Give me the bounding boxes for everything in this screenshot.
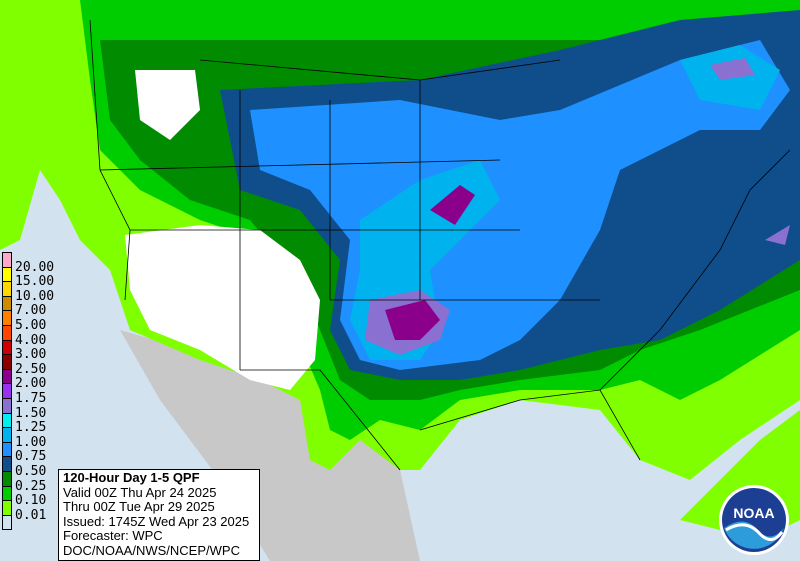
legend-swatch xyxy=(2,325,12,341)
legend-swatch xyxy=(2,310,12,326)
legend-label: 20.00 xyxy=(15,259,55,275)
legend-label: 0.50 xyxy=(15,464,47,479)
legend-swatch xyxy=(2,281,12,297)
legend-label: 2.00 xyxy=(15,376,47,392)
precip-2.00 xyxy=(385,300,440,340)
map-title: 120-Hour Day 1-5 QPF xyxy=(63,470,200,485)
legend-label: 10.00 xyxy=(15,288,55,304)
legend-swatch xyxy=(2,339,12,356)
mexico-land xyxy=(120,330,420,561)
legend-swatch xyxy=(2,427,12,443)
legend-label: 5.00 xyxy=(15,318,47,333)
legend-swatch xyxy=(2,354,12,370)
legend-label: 0.01 xyxy=(15,507,47,523)
legend-label: 1.75 xyxy=(15,391,47,406)
legend-label: 15.00 xyxy=(15,274,55,290)
legend-swatch xyxy=(2,456,12,472)
legend-label: 1.00 xyxy=(15,434,47,450)
legend-swatch xyxy=(2,295,12,312)
legend-swatch xyxy=(2,471,12,487)
dry-area-southwest xyxy=(125,225,320,390)
legend-label: 0.10 xyxy=(15,493,47,509)
legend-swatch xyxy=(2,514,12,531)
legend-swatch xyxy=(2,398,12,414)
legend-swatch xyxy=(2,252,12,268)
legend-label: 1.25 xyxy=(15,420,47,436)
precip-1.50-ne xyxy=(710,58,755,80)
legend-label: 0.75 xyxy=(15,449,47,465)
forecaster: Forecaster: WPC xyxy=(63,528,163,544)
legend-label: 4.00 xyxy=(15,332,47,348)
map-info-box: 120-Hour Day 1-5 QPF Valid 00Z Thu Apr 2… xyxy=(58,469,260,561)
dry-area-northwest xyxy=(135,70,200,140)
thru-time: Thru 00Z Tue Apr 29 2025 xyxy=(63,499,215,515)
legend-swatch xyxy=(2,266,12,283)
legend-swatch xyxy=(2,500,12,516)
legend-label: 3.00 xyxy=(15,347,47,363)
precip-1.50-atlantic xyxy=(765,225,790,245)
legend-label: 0.25 xyxy=(15,478,47,494)
svg-text:NOAA: NOAA xyxy=(733,505,774,521)
legend-swatch xyxy=(2,412,12,429)
legend-label: 2.50 xyxy=(15,361,47,377)
noaa-logo: NOAA xyxy=(719,485,789,555)
legend-swatch xyxy=(2,368,12,385)
legend-label: 7.00 xyxy=(15,303,47,319)
valid-time: Valid 00Z Thu Apr 24 2025 xyxy=(63,484,217,500)
legend-label: 1.50 xyxy=(15,405,47,421)
legend-swatch xyxy=(2,485,12,502)
boundary-lines xyxy=(89,19,791,471)
precip-2.00-ia xyxy=(430,185,475,225)
agency: DOC/NOAA/NWS/NCEP/WPC xyxy=(63,542,240,558)
legend-swatch xyxy=(2,383,12,399)
issued-time: Issued: 1745Z Wed Apr 23 2025 xyxy=(63,513,250,529)
legend-swatch xyxy=(2,441,12,458)
